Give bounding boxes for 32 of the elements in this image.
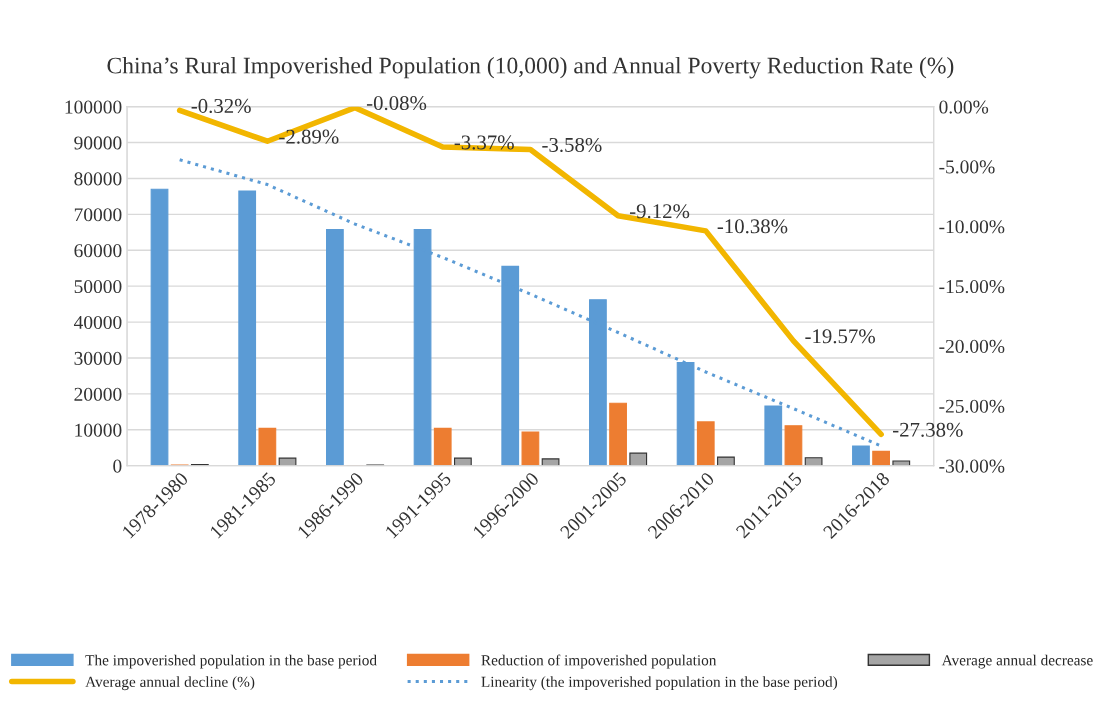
y-tick-label: 50000 bbox=[74, 279, 122, 294]
legend-label: Linearity (the impoverished population in the base period) bbox=[481, 676, 838, 691]
data-label: -9.12% bbox=[629, 204, 690, 219]
data-label: -19.57% bbox=[805, 329, 876, 344]
y-tick-label: 70000 bbox=[74, 208, 122, 222]
y2-tick-label: -20.00% bbox=[939, 339, 1005, 354]
y2-tick-label: -5.00% bbox=[939, 160, 995, 174]
legend-label: Reduction of impoverished population bbox=[481, 654, 717, 669]
y2-tick-label: -30.00% bbox=[939, 459, 1005, 473]
y-tick-label: 80000 bbox=[74, 172, 122, 186]
y-tick-label: 30000 bbox=[74, 351, 122, 365]
legend-label: Average annual decline (%) bbox=[85, 676, 255, 691]
data-label: -3.58% bbox=[542, 137, 602, 153]
chart-title: China’s Rural Impoverished Population (10,000) and Annual Poverty Reduction Rate (%) bbox=[107, 56, 954, 79]
y2-tick-label: 0.00% bbox=[939, 100, 989, 114]
y-tick-label: 0 bbox=[113, 459, 122, 473]
y2-tick-label: -10.00% bbox=[939, 220, 1005, 234]
y-tick-label: 20000 bbox=[74, 387, 122, 401]
data-label: -10.38% bbox=[717, 219, 788, 234]
legend-label: The impoverished population in the base period bbox=[85, 654, 377, 669]
y2-tick-label: -15.00% bbox=[939, 279, 1005, 294]
y-tick-label: 90000 bbox=[74, 136, 122, 150]
legend-label: Average annual decrease bbox=[941, 654, 1093, 669]
y-tick-label: 40000 bbox=[73, 315, 122, 330]
y-tick-label: 100000 bbox=[65, 100, 122, 114]
y-tick-label: 10000 bbox=[75, 423, 122, 437]
data-label: -2.89% bbox=[279, 129, 339, 144]
y2-tick-label: -25.00% bbox=[939, 399, 1005, 413]
data-label: -27.38% bbox=[893, 422, 963, 437]
data-label: -0.32% bbox=[191, 98, 251, 114]
y-tick-label: 60000 bbox=[74, 244, 122, 258]
data-label: -0.08% bbox=[366, 95, 427, 111]
